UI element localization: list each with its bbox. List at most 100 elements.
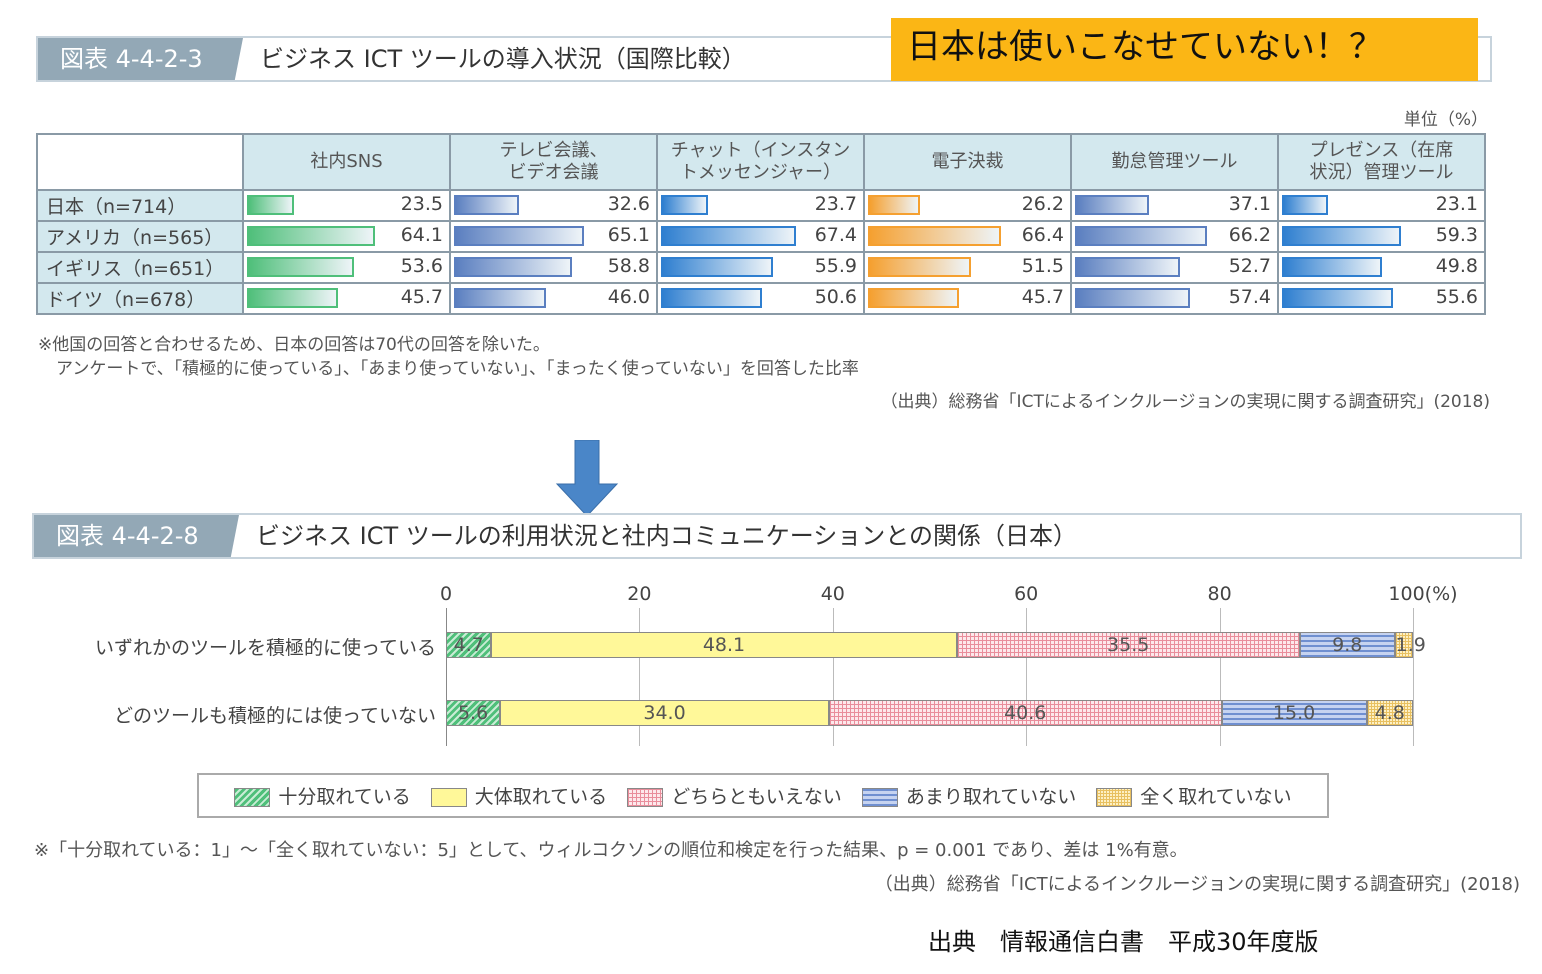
bar-segment: 5.6 bbox=[446, 700, 501, 726]
value-bar bbox=[1075, 288, 1190, 308]
column-header: 社内SNS bbox=[242, 133, 451, 191]
legend-label: 十分取れている bbox=[278, 786, 411, 808]
bar-segment: 15.0 bbox=[1221, 700, 1367, 726]
value-cell: 65.1 bbox=[449, 220, 658, 253]
value-label: 58.8 bbox=[607, 255, 650, 277]
legend-item: あまり取れていない bbox=[861, 782, 1077, 809]
value-bar bbox=[868, 257, 971, 277]
column-header: 勤怠管理ツール bbox=[1070, 133, 1279, 191]
x-tick-label: 0 bbox=[439, 583, 453, 605]
value-bar bbox=[247, 195, 294, 215]
gridline bbox=[446, 608, 447, 746]
value-bar bbox=[1282, 226, 1401, 246]
value-cell: 66.4 bbox=[863, 220, 1072, 253]
x-tick-label: 20 bbox=[627, 583, 652, 605]
value-cell: 23.5 bbox=[242, 189, 451, 222]
source-top: （出典）総務省「ICTによるインクルージョンの実現に関する調査研究」(2018) bbox=[880, 392, 1490, 412]
value-label: 50.6 bbox=[814, 286, 857, 308]
value-label: 46.0 bbox=[607, 286, 650, 308]
value-bar bbox=[868, 288, 960, 308]
value-label: 55.9 bbox=[814, 255, 857, 277]
bar-segment: 34.0 bbox=[500, 700, 829, 726]
category-label: いずれかのツールを積極的に使っている bbox=[94, 637, 436, 659]
row-label: ドイツ（n=678） bbox=[36, 282, 244, 315]
value-cell: 52.7 bbox=[1070, 251, 1279, 284]
value-cell: 59.3 bbox=[1277, 220, 1486, 253]
value-label: 26.2 bbox=[1021, 193, 1064, 215]
table-row: ドイツ（n=678） 45.7 46.0 50.6 45.7 57.4 55.6 bbox=[36, 282, 1486, 315]
value-cell: 50.6 bbox=[656, 282, 865, 315]
bar-segment: 4.8 bbox=[1366, 700, 1413, 726]
value-cell: 49.8 bbox=[1277, 251, 1486, 284]
chart-title: ビジネス ICT ツールの導入状況（国際比較） bbox=[260, 45, 746, 73]
value-cell: 55.6 bbox=[1277, 282, 1486, 315]
column-header-line: テレビ会議、 bbox=[499, 140, 608, 161]
legend-swatch bbox=[627, 788, 664, 807]
legend-item: どちらともいえない bbox=[627, 782, 842, 809]
value-label: 52.7 bbox=[1228, 255, 1271, 277]
value-cell: 53.6 bbox=[242, 251, 451, 284]
value-label: 66.4 bbox=[1021, 224, 1064, 246]
source-bottom: （出典）総務省「ICTによるインクルージョンの実現に関する調査研究」(2018) bbox=[874, 874, 1520, 895]
value-label: 23.1 bbox=[1435, 193, 1478, 215]
value-cell: 46.0 bbox=[449, 282, 658, 315]
column-header-line: 勤怠管理ツール bbox=[1111, 151, 1238, 172]
value-bar bbox=[1282, 288, 1394, 308]
note-bottom: ※「十分取れている：1」～「全く取れていない：5」として、ウィルコクソンの順位和… bbox=[34, 840, 1188, 861]
value-label: 45.7 bbox=[400, 286, 443, 308]
gridline bbox=[1219, 608, 1221, 746]
value-cell: 57.4 bbox=[1070, 282, 1279, 315]
legend-swatch bbox=[1096, 788, 1133, 807]
value-cell: 26.2 bbox=[863, 189, 1072, 222]
gridline bbox=[1026, 608, 1028, 746]
column-header-line: チャット（インスタン bbox=[670, 140, 851, 161]
value-bar bbox=[1282, 195, 1329, 215]
legend-label: 全く取れていない bbox=[1140, 786, 1292, 808]
value-bar bbox=[454, 257, 572, 277]
row-label: イギリス（n=651） bbox=[36, 251, 244, 284]
footer-source: 出典 情報通信白書 平成30年度版 bbox=[928, 928, 1319, 956]
value-label: 23.7 bbox=[814, 193, 857, 215]
x-tick-label: 60 bbox=[1014, 583, 1039, 605]
value-cell: 51.5 bbox=[863, 251, 1072, 284]
legend-item: 大体取れている bbox=[430, 782, 608, 809]
value-bar bbox=[661, 226, 796, 246]
figure-number: 図表 4-4-2-8 bbox=[34, 515, 239, 557]
row-label: アメリカ（n=565） bbox=[36, 220, 244, 253]
unit-label: 単位（%） bbox=[1403, 110, 1488, 130]
legend-label: あまり取れていない bbox=[905, 786, 1077, 808]
note-1: ※他国の回答と合わせるため、日本の回答は70代の回答を除いた。 bbox=[38, 335, 550, 355]
legend-swatch bbox=[234, 788, 271, 807]
value-cell: 66.2 bbox=[1070, 220, 1279, 253]
value-bar bbox=[247, 226, 376, 246]
legend-label: 大体取れている bbox=[474, 786, 608, 808]
bar-segment: 4.7 bbox=[446, 632, 492, 658]
row-label: 日本（n=714） bbox=[36, 189, 244, 222]
x-tick-label: 100(%) bbox=[1388, 583, 1458, 605]
value-bar bbox=[454, 226, 585, 246]
bar-segment: 1.9 bbox=[1394, 632, 1426, 658]
value-cell: 37.1 bbox=[1070, 189, 1279, 222]
column-header-line: 状況）管理ツール bbox=[1309, 162, 1454, 183]
column-header: 電子決裁 bbox=[863, 133, 1072, 191]
gridline bbox=[1413, 608, 1414, 746]
callout: 日本は使いこなせていない！？ bbox=[891, 18, 1478, 81]
x-tick-label: 40 bbox=[820, 583, 845, 605]
value-bar bbox=[868, 195, 921, 215]
gridline bbox=[639, 608, 641, 746]
value-bar bbox=[661, 195, 709, 215]
value-cell: 45.7 bbox=[863, 282, 1072, 315]
column-header: テレビ会議、 ビデオ会議 bbox=[449, 133, 658, 191]
table-row: イギリス（n=651） 53.6 58.8 55.9 51.5 52.7 49.8 bbox=[36, 251, 1486, 284]
column-header-line: 社内SNS bbox=[310, 151, 383, 172]
value-label: 23.5 bbox=[400, 193, 443, 215]
value-label: 57.4 bbox=[1228, 286, 1271, 308]
value-cell: 32.6 bbox=[449, 189, 658, 222]
value-label: 37.1 bbox=[1228, 193, 1271, 215]
table-row: アメリカ（n=565） 64.1 65.1 67.4 66.4 66.2 59.3 bbox=[36, 220, 1486, 253]
column-header: チャット（インスタン トメッセンジャー） bbox=[656, 133, 865, 191]
legend-item: 全く取れていない bbox=[1096, 782, 1292, 809]
note-2: アンケートで、「積極的に使っている」、「あまり使っていない」、「まったく使ってい… bbox=[56, 359, 859, 379]
x-tick-label: 80 bbox=[1207, 583, 1232, 605]
legend-swatch bbox=[430, 788, 467, 807]
